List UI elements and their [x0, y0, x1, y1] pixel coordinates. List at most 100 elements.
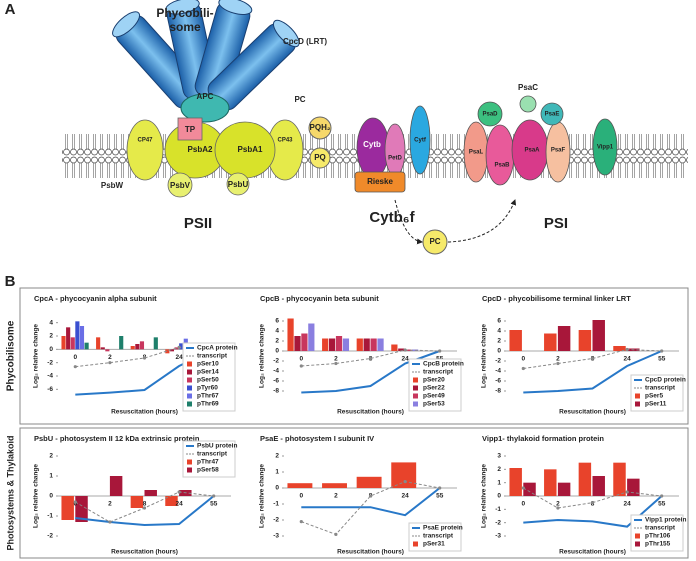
label: PsbW	[101, 181, 124, 190]
label: some	[169, 20, 201, 34]
legend-label: pSer11	[645, 401, 667, 408]
label: PsbV	[170, 181, 191, 190]
chart-title: CpcA - phycocyanin alpha subunit	[34, 294, 157, 303]
bar	[391, 344, 398, 351]
y-tick-label: -8	[273, 388, 279, 395]
legend-label: pSer22	[423, 385, 445, 392]
bar	[153, 337, 158, 350]
legend-swatch	[187, 459, 192, 465]
x-tick-label: 0	[299, 493, 303, 500]
x-tick-label: 55	[658, 501, 666, 508]
x-tick-label: 2	[108, 501, 112, 508]
line	[523, 487, 662, 509]
bar	[557, 326, 571, 351]
psi	[463, 95, 618, 186]
y-tick-label: -1	[495, 506, 501, 513]
marker	[334, 532, 338, 537]
bar	[578, 462, 592, 496]
marker	[177, 345, 181, 349]
y-tick-label: -2	[273, 358, 279, 365]
label: PsbU	[228, 180, 249, 189]
legend-swatch	[187, 385, 192, 391]
y-tick-label: 2	[275, 338, 279, 345]
legend-label: pThr106	[645, 533, 671, 540]
marker	[299, 520, 303, 524]
legend-label: pSer49	[423, 393, 445, 400]
x-tick-label: 55	[210, 501, 218, 508]
pq	[309, 147, 331, 169]
bar	[165, 496, 178, 506]
bar	[119, 336, 124, 350]
y-tick-label: -2	[495, 519, 501, 526]
bar	[84, 342, 89, 350]
pqh2	[308, 116, 332, 140]
x-tick-label: 0	[521, 356, 525, 363]
y-tick-label: -3	[273, 533, 279, 540]
x-tick-label: 55	[436, 493, 444, 500]
y-tick-label: -3	[495, 533, 501, 540]
chart-title: PsaE - photosystem I subunit IV	[260, 434, 374, 443]
legend-swatch	[413, 393, 418, 399]
marker	[177, 490, 181, 494]
bar	[613, 346, 626, 351]
legend-label: transcript	[645, 525, 676, 532]
bar	[509, 468, 522, 496]
y-tick-label: 4	[497, 328, 501, 335]
y-tick-label: -1	[273, 501, 279, 508]
x-tick-label: 0	[299, 356, 303, 363]
bar	[405, 349, 412, 351]
x-tick-label: 24	[175, 354, 183, 361]
legend-swatch	[187, 393, 192, 399]
legend-swatch	[187, 361, 192, 367]
bar	[169, 349, 175, 352]
legend-label: pSer20	[423, 377, 445, 384]
label: PQH₂	[310, 123, 331, 132]
bar	[391, 462, 417, 488]
complex-label: Cytb₆f	[369, 209, 415, 226]
x-tick-label: 24	[175, 501, 183, 508]
chart-title: Vipp1- thylakoid formation protein	[482, 434, 604, 443]
marker	[660, 494, 664, 498]
legend-swatch	[413, 377, 418, 383]
label: PsaF	[551, 148, 566, 154]
bar	[179, 343, 184, 350]
chart-title: CpcB - phycocyanin beta subunit	[260, 294, 379, 303]
x-tick-label: 24	[623, 356, 631, 363]
x-tick-label: 2	[334, 493, 338, 500]
marker	[521, 486, 525, 490]
x-tick-label: 24	[623, 501, 631, 508]
panel-label: B	[5, 273, 16, 290]
legend-label: transcript	[423, 369, 454, 376]
legend-swatch	[187, 467, 192, 473]
legend-label: CpcD protein	[645, 377, 686, 384]
bar	[370, 338, 377, 351]
bar	[578, 330, 592, 351]
label: Cytf	[414, 138, 427, 144]
y-tick-label: -8	[495, 388, 501, 395]
legend-swatch	[413, 541, 418, 547]
bar	[174, 347, 179, 350]
bar	[75, 496, 88, 522]
bar	[139, 341, 145, 350]
label: Phycobili-	[156, 6, 213, 20]
bar	[100, 347, 105, 350]
legend-label: PsbU protein	[197, 443, 237, 450]
x-axis-label: Resuscitation (hours)	[111, 409, 178, 416]
bar	[130, 346, 135, 350]
marker	[73, 500, 77, 504]
label: APC	[197, 92, 214, 101]
legend-swatch	[635, 533, 640, 539]
y-tick-label: 0	[497, 348, 501, 355]
bar	[322, 338, 329, 351]
marker	[334, 361, 338, 366]
y-axis-label: Log₂ relative change	[481, 324, 488, 388]
marker	[142, 506, 147, 510]
y-tick-label: -4	[495, 368, 501, 375]
marker	[660, 349, 664, 353]
legend-label: pThr155	[645, 541, 671, 548]
bar	[287, 483, 313, 488]
legend-label: PsaE protein	[423, 525, 463, 532]
label: PC	[294, 95, 305, 104]
complex-label: PSI	[544, 215, 568, 232]
